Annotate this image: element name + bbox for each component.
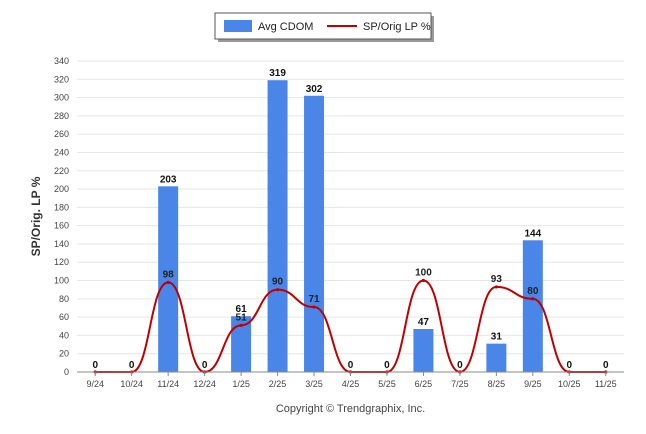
line-value-label: 93 (491, 274, 503, 285)
line-point (166, 280, 170, 284)
bar-value-label: 0 (567, 360, 573, 371)
y-tick-label: 80 (59, 294, 69, 304)
line-point (421, 278, 426, 283)
y-tick-label: 0 (64, 367, 69, 377)
x-tick-label: 9/24 (86, 379, 104, 389)
bar-value-label: 61 (236, 304, 248, 315)
x-tick-label: 5/25 (378, 379, 396, 389)
y-tick-label: 260 (54, 129, 69, 139)
data-labels: 0 0 203 0 61 319 302 0 0 47 0 31 144 0 0 98 51 90 71 100 93 8… (92, 68, 609, 371)
y-tick-label: 140 (54, 239, 69, 249)
y-tick-label: 60 (59, 312, 69, 322)
x-tick-label: 9/25 (524, 379, 542, 389)
y-tick-label: 240 (54, 147, 69, 157)
y-tick-label: 280 (54, 111, 69, 121)
x-tick-label: 7/25 (451, 379, 469, 389)
x-tick-label: 1/25 (232, 379, 250, 389)
line-value-label: 100 (415, 268, 432, 279)
bar (304, 95, 325, 373)
y-tick-label: 160 (54, 221, 69, 231)
y-tick-label: 100 (54, 276, 69, 286)
copyright-credit: Copyright © Trendgraphix, Inc. (276, 403, 425, 415)
bar-series (158, 80, 543, 373)
legend-entry-sp-orig-lp: SP/Orig LP % (363, 21, 431, 33)
bar-value-label: 0 (457, 360, 463, 371)
legend-bar-swatch (224, 20, 252, 32)
x-tick-label: 11/24 (157, 379, 179, 389)
x-tick-label: 3/25 (305, 379, 323, 389)
line-value-label: 90 (272, 277, 284, 288)
line-point (494, 285, 498, 289)
bar-value-label: 302 (306, 84, 323, 95)
bar (486, 343, 507, 372)
x-axis: 9/24 10/24 11/24 12/24 1/25 2/25 3/25 4/25 5/25 6… (77, 371, 624, 389)
x-tick-label: 11/25 (595, 379, 617, 389)
bar-value-label: 0 (348, 360, 354, 371)
bar (231, 316, 252, 372)
line-value-label: 71 (308, 294, 320, 305)
y-tick-label: 200 (54, 184, 69, 194)
y-tick-label: 20 (59, 349, 69, 359)
line-value-label: 80 (527, 286, 539, 297)
line-point (531, 297, 535, 301)
y-axis-label: SP/Orig. LP % (29, 176, 43, 256)
bar-value-label: 0 (384, 360, 390, 371)
y-axis: 0 20 40 60 80 100 120 140 160 180 200 220 240 260 280 3… (54, 56, 69, 377)
bar (413, 329, 434, 372)
bar (267, 80, 288, 372)
bar-value-label: 203 (160, 174, 177, 185)
line-value-label: 51 (236, 312, 248, 323)
bar-value-label: 0 (92, 360, 98, 371)
bar (522, 240, 543, 372)
line-point (275, 288, 280, 292)
y-tick-label: 300 (54, 93, 69, 103)
x-tick-label: 10/25 (558, 379, 581, 389)
bar-value-label: 144 (524, 228, 541, 239)
y-tick-label: 320 (54, 74, 69, 84)
bar (158, 186, 179, 372)
y-tick-label: 340 (54, 56, 69, 66)
line-value-label: 98 (163, 269, 175, 280)
bar-value-label: 319 (269, 68, 286, 79)
bar-value-label: 0 (603, 360, 609, 371)
bar-value-label: 31 (491, 332, 503, 343)
x-tick-label: 10/24 (120, 379, 143, 389)
y-tick-label: 120 (54, 257, 69, 267)
y-tick-label: 180 (54, 202, 69, 212)
line-point (312, 305, 316, 309)
x-tick-label: 12/24 (193, 379, 216, 389)
bar-value-label: 0 (129, 360, 135, 371)
x-tick-label: 6/25 (415, 379, 433, 389)
bar-value-label: 0 (202, 360, 208, 371)
x-tick-label: 2/25 (269, 379, 287, 389)
bar-value-label: 47 (418, 317, 430, 328)
y-tick-label: 220 (54, 166, 69, 176)
legend: Avg CDOM SP/Orig LP % (214, 12, 434, 42)
y-tick-label: 40 (59, 330, 69, 340)
line-point (239, 323, 243, 327)
x-tick-label: 4/25 (342, 379, 360, 389)
x-tick-label: 8/25 (488, 379, 506, 389)
legend-entry-avg-cdom: Avg CDOM (258, 21, 313, 33)
